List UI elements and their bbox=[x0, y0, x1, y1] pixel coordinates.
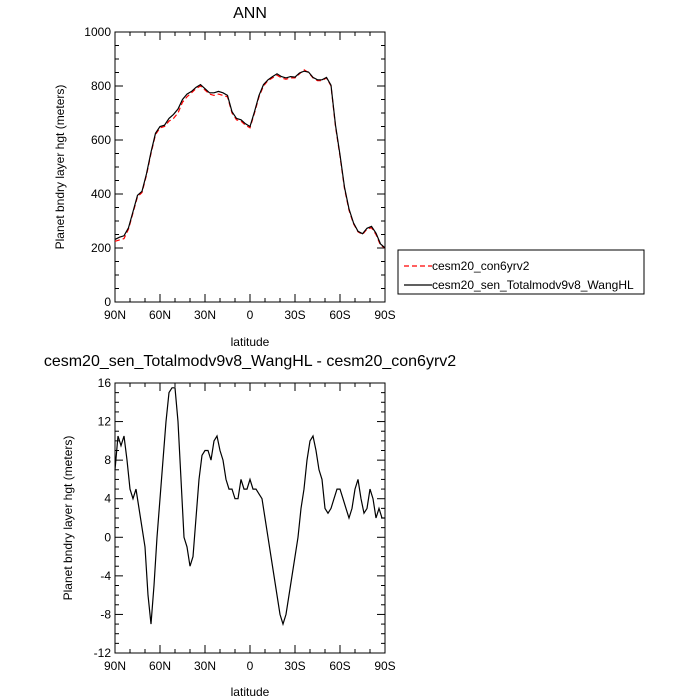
bottom-x-tick-label: 90S bbox=[374, 659, 395, 673]
top-y-tick-label: 600 bbox=[91, 133, 111, 147]
bottom-y-tick-label: -8 bbox=[100, 607, 111, 621]
bottom-y-tick-label: -12 bbox=[94, 646, 112, 660]
top-series-line-2 bbox=[114, 70, 386, 249]
bottom-y-tick-label: 4 bbox=[104, 492, 111, 506]
bottom-x-tick-label: 60N bbox=[149, 659, 171, 673]
bottom-x-tick-label: 60S bbox=[329, 659, 350, 673]
top-x-tick-label: 90N bbox=[104, 308, 126, 322]
legend-label-series-2: cesm20_sen_Totalmodv9v8_WangHL bbox=[432, 278, 634, 292]
top-y-tick-label: 800 bbox=[91, 79, 111, 93]
bottom-y-axis-label: Planet bndry layer hgt (meters) bbox=[61, 436, 75, 601]
bottom-y-tick-label: 16 bbox=[98, 376, 112, 390]
top-x-tick-label: 0 bbox=[247, 308, 254, 322]
bottom-x-tick-label: 30S bbox=[284, 659, 305, 673]
top-x-tick-label: 60S bbox=[329, 308, 350, 322]
top-x-axis-label: latitude bbox=[231, 335, 270, 349]
bottom-series-line-1 bbox=[114, 387, 385, 627]
legend-box bbox=[397, 249, 645, 295]
top-x-tick-label: 60N bbox=[149, 308, 171, 322]
bottom-y-axis: -12 -8 -4 0 4 8 12 16 bbox=[94, 376, 385, 660]
top-x-tick-label: 30S bbox=[284, 308, 305, 322]
bottom-y-tick-label: 8 bbox=[104, 453, 111, 467]
bottom-x-tick-label: 30N bbox=[194, 659, 216, 673]
top-series-line-1 bbox=[114, 69, 386, 249]
top-plot-frame bbox=[114, 31, 386, 303]
top-x-axis: 90N 60N 30N 0 30S 60S 90S bbox=[104, 32, 396, 322]
top-chart-title: ANN bbox=[233, 5, 267, 22]
top-y-tick-label: 400 bbox=[91, 187, 111, 201]
bottom-x-tick-label: 90N bbox=[104, 659, 126, 673]
legend: cesm20_con6yrv2 cesm20_sen_Totalmodv9v8_… bbox=[397, 249, 645, 295]
top-x-tick-label: 30N bbox=[194, 308, 216, 322]
bottom-x-axis-label: latitude bbox=[231, 685, 270, 699]
top-y-axis-label: Planet bndry layer hgt (meters) bbox=[53, 85, 67, 250]
top-y-axis: 0 200 400 600 800 1000 bbox=[84, 25, 385, 309]
bottom-y-tick-label: 0 bbox=[104, 530, 111, 544]
bottom-y-tick-label: 12 bbox=[98, 415, 112, 429]
bottom-y-tick-label: -4 bbox=[100, 569, 111, 583]
bottom-series-lines bbox=[114, 387, 385, 627]
bottom-plot-frame bbox=[114, 382, 386, 654]
legend-label-series-1: cesm20_con6yrv2 bbox=[432, 259, 530, 273]
bottom-chart-title: cesm20_sen_Totalmodv9v8_WangHL - cesm20_… bbox=[44, 353, 456, 370]
top-y-tick-label: 200 bbox=[91, 241, 111, 255]
bottom-x-axis: 90N 60N 30N 0 30S 60S 90S bbox=[104, 383, 396, 673]
top-y-tick-label: 0 bbox=[104, 295, 111, 309]
top-series-lines bbox=[114, 69, 386, 249]
bottom-panel: cesm20_sen_Totalmodv9v8_WangHL - cesm20_… bbox=[44, 353, 456, 699]
top-y-tick-label: 1000 bbox=[84, 25, 111, 39]
bottom-x-tick-label: 0 bbox=[247, 659, 254, 673]
top-x-tick-label: 90S bbox=[374, 308, 395, 322]
